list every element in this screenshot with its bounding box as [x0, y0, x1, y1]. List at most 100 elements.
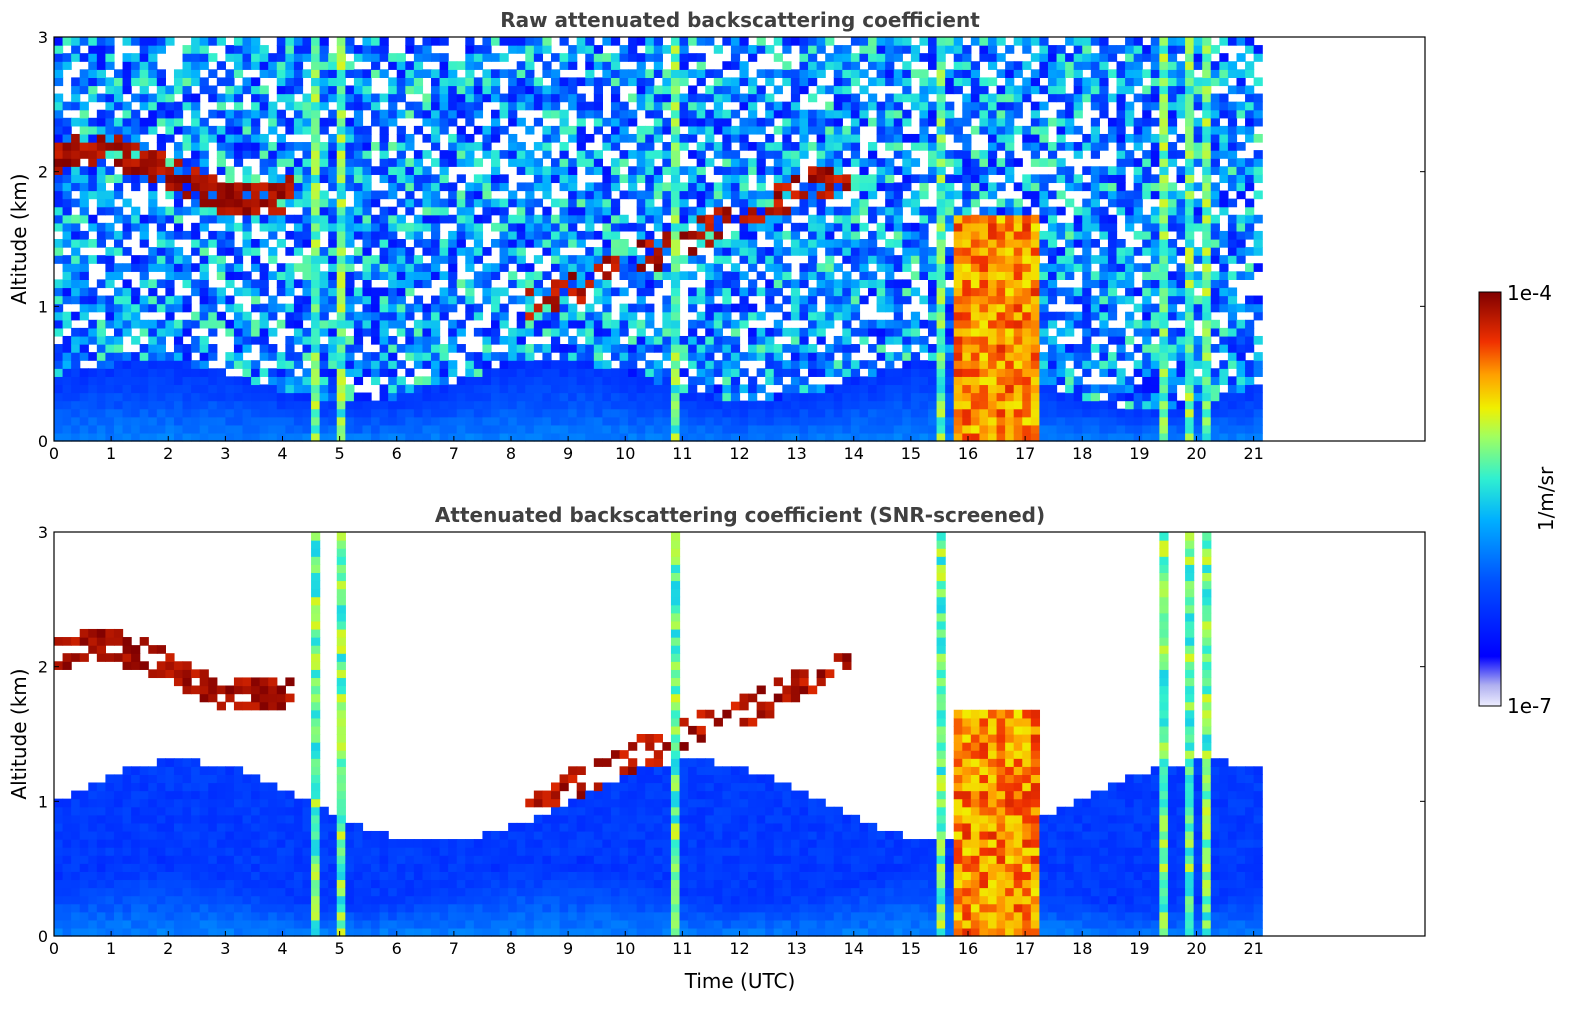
heatmap-cell [148, 166, 158, 175]
heatmap-cell [71, 37, 81, 46]
heatmap-cell [413, 263, 424, 272]
heatmap-cell [1073, 222, 1083, 232]
heatmap-cell [71, 45, 81, 54]
heatmap-cell [276, 69, 286, 78]
heatmap-cell [456, 61, 466, 70]
heatmap-cell [508, 239, 518, 248]
heatmap-cell [859, 166, 869, 175]
heatmap-cell [525, 303, 535, 313]
heatmap-cell [319, 424, 329, 434]
heatmap-cell [619, 150, 629, 159]
heatmap-cell [379, 190, 389, 200]
heatmap-cell [1047, 295, 1058, 305]
heatmap-cell [54, 214, 64, 224]
heatmap-cell [139, 61, 149, 70]
heatmap-cell [1022, 408, 1032, 418]
heatmap-cell [173, 271, 184, 280]
heatmap-cell [131, 432, 141, 442]
heatmap-cell [1022, 303, 1032, 313]
heatmap-cell [208, 319, 218, 329]
heatmap-cell [242, 182, 252, 192]
heatmap-cell [62, 142, 72, 151]
heatmap-cell [156, 150, 166, 159]
heatmap-cell [773, 376, 783, 386]
heatmap-cell [525, 424, 535, 434]
heatmap-cell [859, 319, 869, 329]
heatmap-cell [1073, 424, 1083, 434]
heatmap-cell [1107, 311, 1118, 321]
heatmap-cell [199, 287, 209, 297]
heatmap-cell [191, 198, 201, 208]
heatmap-cell [345, 279, 355, 289]
heatmap-cell [970, 247, 981, 256]
heatmap-cell [936, 368, 946, 377]
heatmap-cell [602, 327, 612, 337]
heatmap-cell [919, 424, 929, 434]
heatmap-cell [559, 352, 569, 361]
heatmap-cell [1065, 69, 1075, 78]
heatmap-cell [293, 424, 304, 434]
heatmap-cell [259, 61, 269, 70]
heatmap-cell [1022, 125, 1032, 135]
heatmap-cell [542, 222, 552, 232]
heatmap-cell [113, 319, 124, 329]
heatmap-cell [542, 239, 552, 248]
heatmap-cell [610, 182, 621, 192]
heatmap-cell [628, 69, 638, 78]
heatmap-cell [1039, 101, 1049, 111]
heatmap-cell [242, 133, 252, 143]
heatmap-cell [473, 158, 484, 167]
heatmap-cell [525, 408, 535, 418]
heatmap-cell [139, 400, 149, 410]
heatmap-cell [748, 416, 758, 426]
heatmap-cell [62, 416, 72, 426]
heatmap-cell [88, 142, 98, 151]
heatmap-cell [173, 392, 184, 402]
heatmap-cell [328, 77, 338, 87]
heatmap-cell [328, 142, 338, 151]
heatmap-cell [251, 214, 261, 224]
heatmap-cell [645, 206, 655, 216]
heatmap-cell [610, 327, 621, 337]
heatmap-cell [233, 61, 244, 70]
heatmap-cell [465, 279, 475, 289]
heatmap-cell [71, 117, 81, 127]
heatmap-cell [302, 384, 312, 394]
heatmap-cell [345, 432, 355, 442]
heatmap-cell [885, 158, 895, 167]
heatmap-cell [1047, 93, 1058, 103]
heatmap-cell [936, 150, 946, 159]
heatmap-cell [405, 392, 415, 402]
heatmap-cell [413, 432, 424, 442]
heatmap-cell [1039, 61, 1049, 70]
heatmap-cell [148, 53, 158, 62]
heatmap-cell [790, 384, 801, 394]
heatmap-cell [491, 109, 501, 119]
heatmap-cell [225, 93, 235, 103]
heatmap-cell [71, 295, 81, 305]
heatmap-cell [182, 61, 192, 70]
heatmap-cell [825, 360, 835, 369]
heatmap-cell [79, 279, 89, 289]
heatmap-cell [148, 182, 158, 192]
heatmap-cell [902, 77, 912, 87]
heatmap-cell [996, 311, 1006, 321]
heatmap-cell [970, 37, 981, 46]
heatmap-cell [996, 117, 1006, 127]
heatmap-cell [730, 384, 741, 394]
heatmap-cell [165, 125, 175, 135]
heatmap-cell [970, 101, 981, 111]
heatmap-cell [465, 311, 475, 321]
heatmap-cell [1090, 174, 1100, 184]
heatmap-cell [808, 416, 818, 426]
heatmap-cell [422, 263, 432, 272]
heatmap-cell [1013, 432, 1023, 442]
heatmap-cell [996, 327, 1006, 337]
heatmap-cell [1005, 295, 1015, 305]
heatmap-cell [182, 368, 192, 377]
heatmap-cell [593, 45, 603, 54]
heatmap-cell [987, 319, 998, 329]
heatmap-cell [1090, 255, 1100, 264]
heatmap-cell [730, 327, 741, 337]
heatmap-cell [71, 166, 81, 175]
